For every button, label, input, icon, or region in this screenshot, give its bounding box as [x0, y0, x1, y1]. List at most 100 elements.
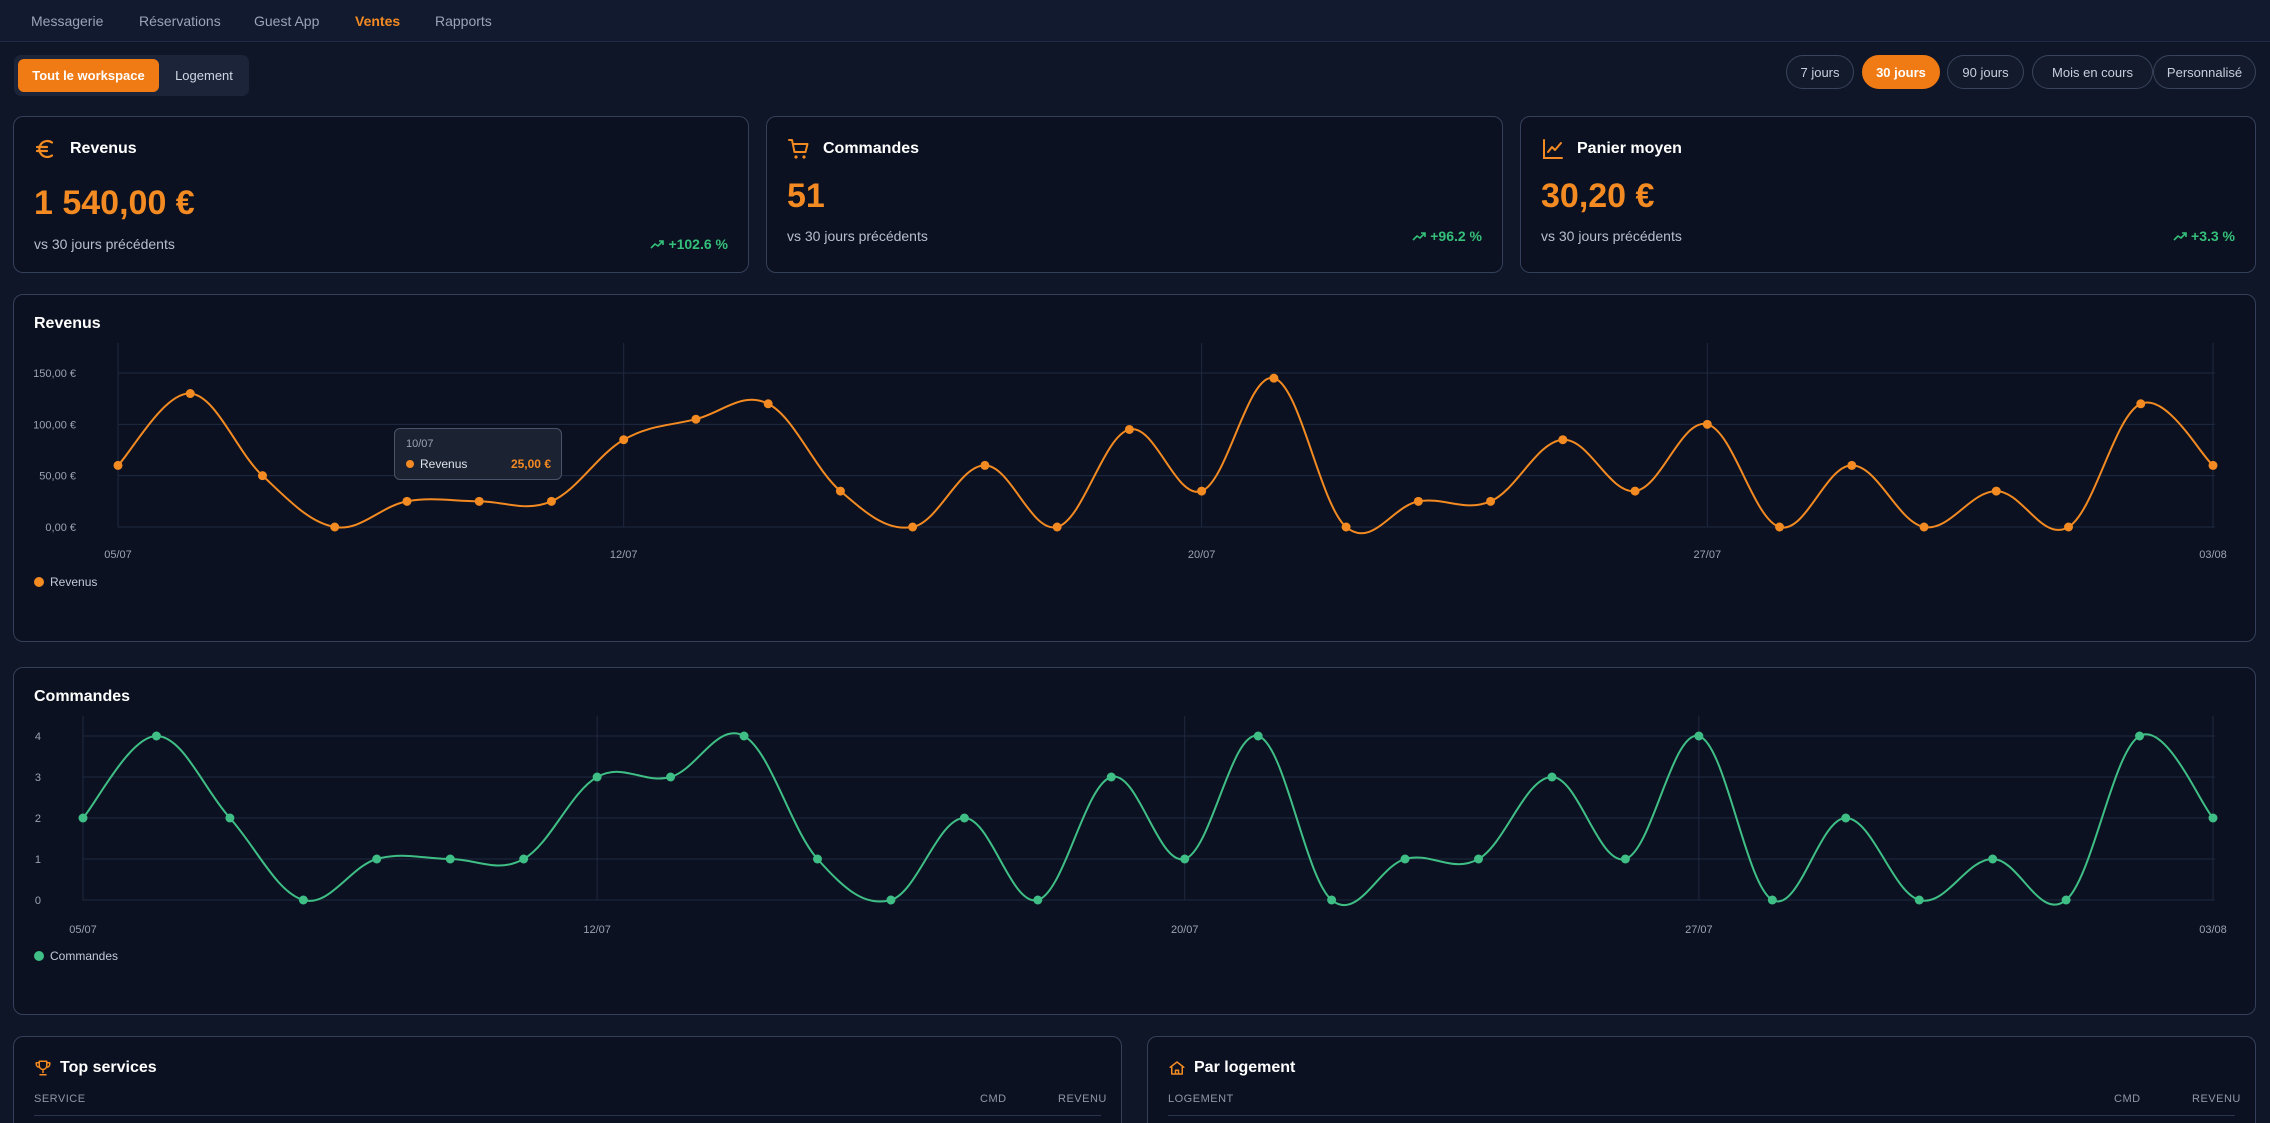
legend-swatch: [34, 577, 44, 587]
data-point: [1630, 486, 1640, 496]
data-point: [1988, 854, 1998, 864]
x-tick-label: 20/07: [1171, 924, 1199, 936]
range-90-days-button[interactable]: 90 jours: [1947, 55, 2024, 89]
chart-title: Commandes: [34, 688, 131, 705]
tooltip-label: Revenus: [420, 457, 468, 471]
y-tick-label: 100,00 €: [33, 419, 76, 431]
nav-item-reservations[interactable]: Réservations: [139, 13, 221, 29]
column-header-revenu: REVENU: [1058, 1093, 1107, 1105]
range-current-month-button[interactable]: Mois en cours: [2032, 55, 2153, 89]
y-tick-label: 4: [35, 731, 41, 743]
scope-logement-button[interactable]: Logement: [175, 68, 233, 83]
kpi-comparison-label: vs 30 jours précédents: [1541, 228, 1682, 244]
data-point: [1767, 895, 1777, 905]
table-divider: [34, 1115, 1101, 1116]
data-point: [835, 486, 845, 496]
kpi-title: Revenus: [70, 140, 137, 157]
data-point: [402, 496, 412, 506]
kpi-change-value: +3.3 %: [2191, 228, 2235, 244]
data-point: [1841, 813, 1851, 823]
data-point: [886, 895, 896, 905]
data-point: [619, 435, 629, 445]
data-point: [980, 460, 990, 470]
data-point: [1694, 731, 1704, 741]
kpi-value: 51: [787, 177, 825, 215]
kpi-card-panier-moyen: Panier moyen 30,20 € vs 30 jours précéde…: [1520, 116, 2256, 273]
data-point: [1914, 895, 1924, 905]
data-point: [592, 772, 602, 782]
data-point: [1558, 435, 1568, 445]
y-tick-label: 3: [35, 772, 41, 784]
trend-up-icon: [650, 240, 665, 249]
x-tick-label: 05/07: [69, 924, 97, 936]
chart-legend: Commandes: [34, 949, 118, 963]
data-point: [1106, 772, 1116, 782]
data-point: [1197, 486, 1207, 496]
data-point: [739, 731, 749, 741]
x-tick-label: 03/08: [2199, 549, 2227, 561]
data-point: [2061, 895, 2071, 905]
scope-workspace-button[interactable]: Tout le workspace: [18, 59, 159, 92]
data-point: [1486, 496, 1496, 506]
orders-line-chart: 0 1 2 3 4 05/07 12/07 20/07 27/07 03/08: [35, 716, 2227, 936]
tooltip-value: 25,00 €: [510, 457, 551, 471]
data-point: [2208, 813, 2218, 823]
data-point: [372, 854, 382, 864]
data-point: [2135, 731, 2145, 741]
data-point: [2136, 399, 2146, 409]
orders-chart-panel: Commandes 0 1 2 3 4 05/07 12/07 20/07 27/07 03/08…: [13, 667, 2256, 1015]
data-point: [519, 854, 529, 864]
range-custom-button[interactable]: Personnalisé: [2153, 55, 2256, 89]
data-point: [1052, 522, 1062, 532]
x-tick-label: 12/07: [583, 924, 611, 936]
nav-item-messagerie[interactable]: Messagerie: [31, 13, 104, 29]
data-point: [2064, 522, 2074, 532]
legend-swatch: [34, 951, 44, 961]
x-tick-label: 12/07: [610, 549, 638, 561]
chart-tooltip: 10/07 Revenus 25,00 €: [394, 428, 562, 480]
data-point: [445, 854, 455, 864]
x-tick-label: 27/07: [1685, 924, 1713, 936]
data-point: [1474, 854, 1484, 864]
kpi-change-badge: +102.6 %: [650, 236, 728, 252]
data-point: [1180, 854, 1190, 864]
x-tick-label: 03/08: [2199, 924, 2227, 936]
y-tick-label: 1: [35, 854, 41, 866]
scope-toggle: Tout le workspace Logement: [14, 55, 249, 96]
data-point: [812, 854, 822, 864]
revenue-chart-panel: Revenus 0,00 € 50,00 € 100,00 € 150,00 € 05/…: [13, 294, 2256, 642]
home-icon: [1169, 1061, 1185, 1075]
tooltip-date: 10/07: [406, 438, 434, 450]
data-point: [1991, 486, 2001, 496]
kpi-card-revenus: Revenus 1 540,00 € vs 30 jours précédent…: [13, 116, 749, 273]
kpi-change-value: +96.2 %: [1430, 228, 1482, 244]
column-header-logement: LOGEMENT: [1168, 1093, 1234, 1105]
range-30-days-button[interactable]: 30 jours: [1862, 55, 1940, 89]
kpi-change-badge: +3.3 %: [2173, 228, 2235, 244]
kpi-comparison-label: vs 30 jours précédents: [34, 236, 175, 252]
trend-chart-icon: [1543, 139, 1563, 159]
table-divider: [1168, 1115, 2235, 1116]
nav-item-ventes[interactable]: Ventes: [355, 13, 401, 29]
chart-title: Revenus: [34, 315, 101, 332]
y-tick-label: 0: [35, 895, 41, 907]
column-header-revenu: REVENU: [2192, 1093, 2241, 1105]
kpi-change-value: +102.6 %: [668, 236, 728, 252]
data-point: [2208, 460, 2218, 470]
data-point: [1400, 854, 1410, 864]
tooltip-swatch: [406, 460, 414, 468]
data-point: [908, 522, 918, 532]
y-tick-label: 150,00 €: [33, 368, 76, 380]
data-point: [959, 813, 969, 823]
data-point: [113, 460, 123, 470]
data-point: [1253, 731, 1263, 741]
nav-item-guest-app[interactable]: Guest App: [254, 13, 320, 29]
data-point: [330, 522, 340, 532]
nav-item-rapports[interactable]: Rapports: [435, 13, 492, 29]
data-point: [78, 813, 88, 823]
kpi-change-badge: +96.2 %: [1412, 228, 1482, 244]
kpi-card-commandes: Commandes 51 vs 30 jours précédents +96.…: [766, 116, 1503, 273]
data-point: [1341, 522, 1351, 532]
range-7-days-button[interactable]: 7 jours: [1786, 55, 1854, 89]
data-point: [225, 813, 235, 823]
